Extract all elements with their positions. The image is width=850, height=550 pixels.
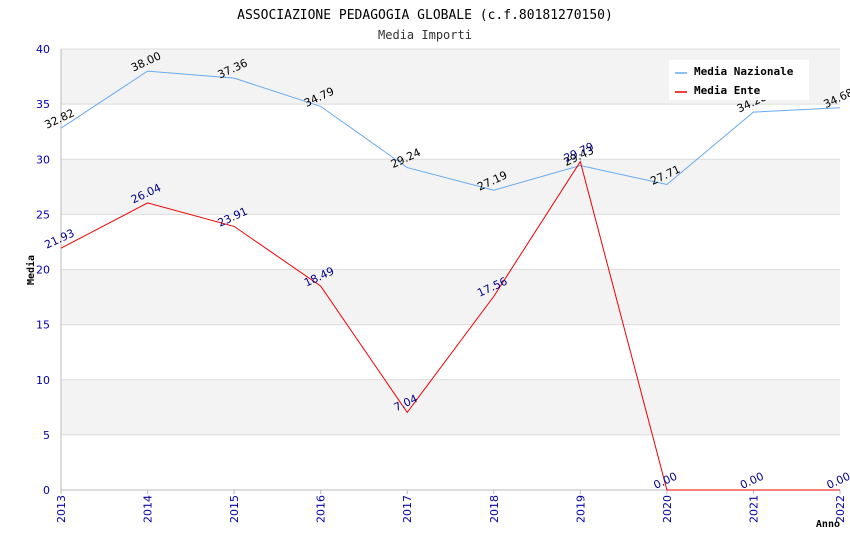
x-tick-label: 2015 xyxy=(228,495,241,523)
grid-band xyxy=(61,379,840,435)
x-tick-label: 2016 xyxy=(315,495,328,523)
x-tick-label: 2021 xyxy=(747,495,760,523)
legend-label-ente: Media Ente xyxy=(694,84,761,97)
grid-band xyxy=(61,269,840,325)
y-tick-label: 25 xyxy=(36,208,50,221)
y-tick-label: 35 xyxy=(36,98,50,111)
x-tick-label: 2013 xyxy=(55,495,68,523)
y-tick-label: 5 xyxy=(43,429,50,442)
data-label: 21.93 xyxy=(42,227,76,252)
series-line-0 xyxy=(60,70,841,191)
grid-band xyxy=(61,159,840,215)
legend-label-nazionale: Media Nazionale xyxy=(694,65,794,78)
y-axis-label: Media xyxy=(25,255,37,285)
y-tick-label: 0 xyxy=(43,484,50,497)
legend: Media Nazionale Media Ente xyxy=(669,60,809,100)
data-label: 0.00 xyxy=(825,470,850,492)
x-tick-label: 2018 xyxy=(488,495,501,523)
x-axis-label: Anno xyxy=(816,519,840,530)
x-tick-label: 2020 xyxy=(661,495,674,523)
y-tick-label: 10 xyxy=(36,374,50,387)
x-tick-label: 2017 xyxy=(401,495,414,523)
x-tick-label: 2022 xyxy=(834,495,847,523)
y-tick-labels: 0 5 10 15 20 25 30 35 40 xyxy=(36,43,50,497)
chart-subtitle: Media Importi xyxy=(378,28,472,42)
data-label: 0.00 xyxy=(652,470,680,492)
x-tick-label: 2019 xyxy=(574,495,587,523)
series-line-1 xyxy=(60,160,840,491)
series-lines xyxy=(60,70,841,491)
x-tick-labels: 2013 2014 2015 2016 2017 2018 2019 2020 2021 2022 xyxy=(55,495,847,523)
y-tick-label: 30 xyxy=(36,153,50,166)
grid-bands xyxy=(61,49,840,435)
y-tick-label: 20 xyxy=(36,264,50,277)
data-label: 0.00 xyxy=(738,470,766,492)
chart-title: ASSOCIAZIONE PEDAGOGIA GLOBALE (c.f.8018… xyxy=(237,8,613,23)
y-tick-label: 40 xyxy=(36,43,50,56)
legend-box xyxy=(669,60,809,100)
y-tick-label: 15 xyxy=(36,319,50,332)
x-tick-label: 2014 xyxy=(142,495,155,523)
